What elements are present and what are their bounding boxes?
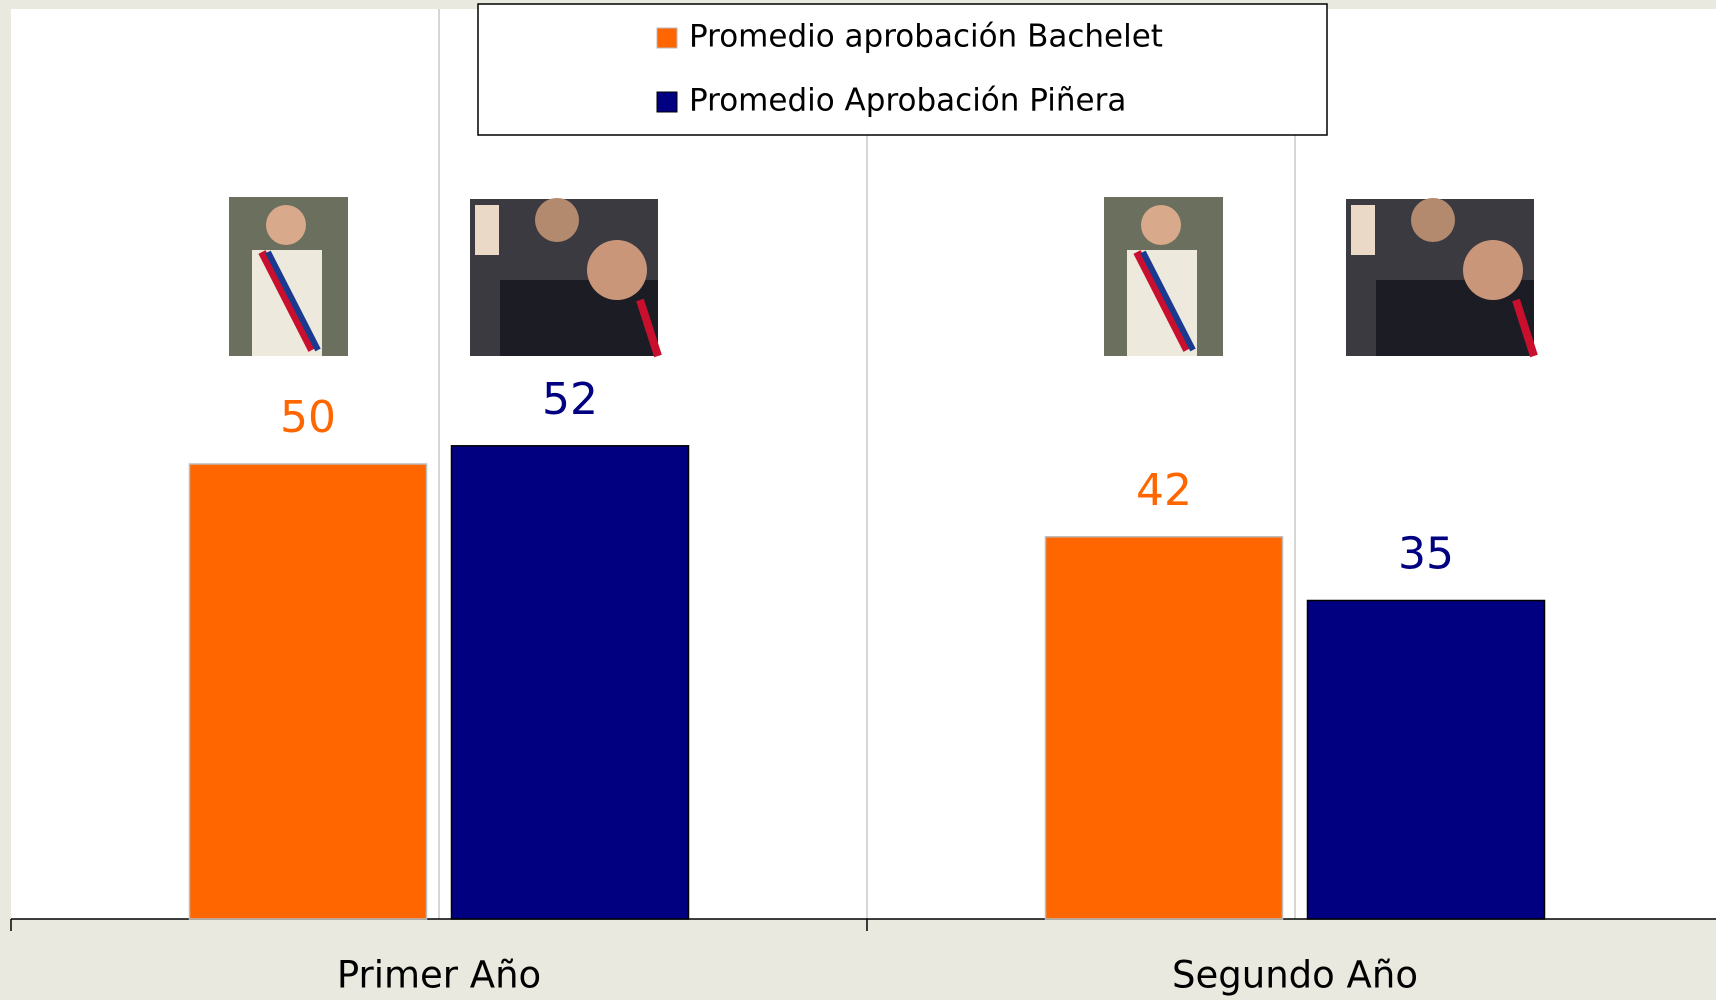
bar <box>188 463 428 920</box>
value-label: 35 <box>1398 529 1454 580</box>
photos <box>229 197 1538 358</box>
photo <box>470 198 662 358</box>
bar <box>1044 536 1284 920</box>
photo <box>1104 197 1223 356</box>
value-label: 52 <box>542 374 598 425</box>
bar <box>450 445 690 920</box>
value-label: 42 <box>1136 465 1192 516</box>
legend-swatch <box>656 27 678 49</box>
legend-swatch <box>656 91 678 113</box>
photo <box>1346 198 1538 358</box>
legend-label: Promedio Aprobación Piñera <box>689 83 1126 119</box>
legend-label: Promedio aprobación Bachelet <box>689 19 1163 55</box>
value-label: 50 <box>280 392 336 443</box>
x-tick-label: Segundo Año <box>1172 954 1418 997</box>
bar <box>1306 599 1546 920</box>
photo <box>229 197 348 356</box>
x-tick-label: Primer Año <box>337 954 541 997</box>
legend-box <box>477 3 1328 136</box>
